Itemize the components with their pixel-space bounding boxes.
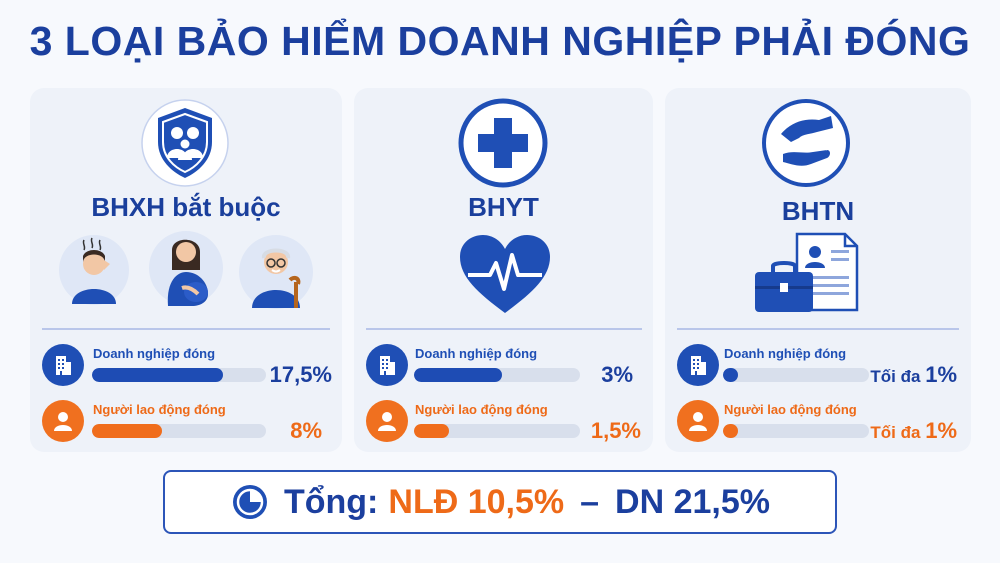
total-separator: – (580, 482, 600, 521)
progress-fill (723, 368, 738, 382)
progress-fill (414, 368, 502, 382)
row-label: Doanh nghiệp đóng (93, 346, 216, 361)
row-value: 17,5% (269, 362, 332, 387)
row-value: 8% (290, 418, 322, 443)
building-icon (42, 344, 84, 386)
row-value: Tối đa 1% (870, 362, 957, 388)
row-value-number: 1% (925, 362, 957, 387)
shield-family-icon (140, 98, 230, 188)
page-title: 3 LOẠI BẢO HIỂM DOANH NGHIỆP PHẢI ĐÓNG (29, 18, 971, 64)
row-employee-bhxh: Người lao động đóng 8% (30, 398, 342, 448)
row-label: Doanh nghiệp đóng (415, 346, 538, 361)
total-dn: DN 21,5% (615, 482, 771, 521)
progress-fill (414, 424, 449, 438)
row-value-prefix: Tối đa (870, 423, 921, 442)
building-icon (366, 344, 408, 386)
progress-track (92, 368, 266, 382)
heart-pulse-icon (458, 233, 552, 315)
card-title-bhxh: BHXH bắt buộc (91, 192, 281, 222)
card-title-bhtn: BHTN (781, 196, 855, 226)
row-value: Tối đa 1% (870, 418, 957, 444)
row-employee-bhyt: Người lao động đóng 1,5% (354, 398, 653, 448)
briefcase-document-icon (753, 230, 863, 316)
row-label: Người lao động đóng (93, 402, 226, 417)
elderly-man-icon (238, 234, 314, 310)
person-icon (677, 400, 719, 442)
progress-track (723, 368, 869, 382)
row-label: Người lao động đóng (724, 402, 857, 417)
medical-cross-icon (458, 98, 548, 188)
row-employer-bhtn: Doanh nghiệp đóng Tối đa 1% (665, 340, 971, 390)
building-icon (677, 344, 719, 386)
sick-person-icon (58, 234, 130, 306)
total-label: Tổng: (283, 482, 379, 521)
row-value: 3% (601, 362, 633, 387)
row-employee-bhtn: Người lao động đóng Tối đa 1% (665, 398, 971, 448)
card-divider (677, 328, 959, 330)
pie-chart-icon (230, 482, 270, 522)
row-value: 1,5% (590, 418, 641, 443)
pregnant-woman-icon (148, 228, 224, 308)
helping-hands-icon (761, 98, 851, 188)
progress-fill (92, 424, 162, 438)
card-bhtn: BHTN Doanh nghiệp đóng Tối đa (665, 88, 971, 452)
total-summary: Tổng: NLĐ 10,5% – DN 21,5% (163, 470, 837, 534)
row-label: Người lao động đóng (415, 402, 548, 417)
row-label: Doanh nghiệp đóng (724, 346, 847, 361)
progress-fill (723, 424, 738, 438)
card-title-bhyt: BHYT (468, 192, 539, 222)
progress-track (414, 424, 580, 438)
progress-fill (92, 368, 223, 382)
row-employer-bhxh: Doanh nghiệp đóng 17,5% (30, 340, 342, 390)
row-value-prefix: Tối đa (870, 367, 921, 386)
card-divider (42, 328, 330, 330)
person-icon (366, 400, 408, 442)
progress-track (723, 424, 869, 438)
card-bhxh: BHXH bắt buộc (30, 88, 342, 452)
total-nld: NLĐ 10,5% (388, 482, 565, 521)
card-divider (366, 328, 642, 330)
row-value-number: 1% (925, 418, 957, 443)
progress-track (92, 424, 266, 438)
progress-track (414, 368, 580, 382)
card-bhyt: BHYT Doanh nghiệp đóng 3% Người lao động… (354, 88, 653, 452)
person-icon (42, 400, 84, 442)
row-employer-bhyt: Doanh nghiệp đóng 3% (354, 340, 653, 390)
